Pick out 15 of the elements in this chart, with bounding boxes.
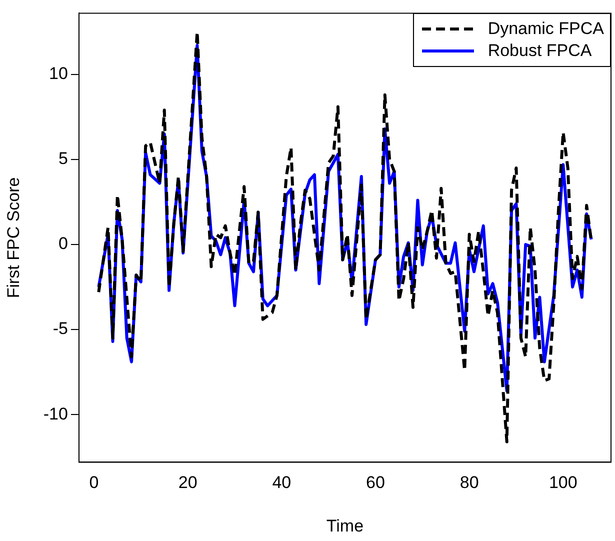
y-axis-title: First FPC Score (4, 177, 23, 298)
x-tick-label: 100 (548, 473, 578, 492)
y-tick-label: 10 (49, 64, 68, 84)
x-tick-label: 80 (460, 473, 479, 492)
legend-label: Robust FPCA (488, 40, 592, 62)
y-tick-label: 0 (58, 234, 68, 254)
x-tick-label: 0 (89, 473, 99, 492)
x-axis-title: Time (326, 516, 364, 536)
y-tick-label: -10 (43, 404, 68, 424)
x-tick-label: 40 (272, 473, 292, 492)
x-tick-label: 60 (366, 473, 385, 492)
y-tick-label: -5 (52, 319, 68, 338)
y-tick-label: 5 (58, 149, 68, 168)
legend-label: Dynamic FPCA (488, 18, 604, 40)
x-tick-label: 20 (178, 473, 198, 492)
